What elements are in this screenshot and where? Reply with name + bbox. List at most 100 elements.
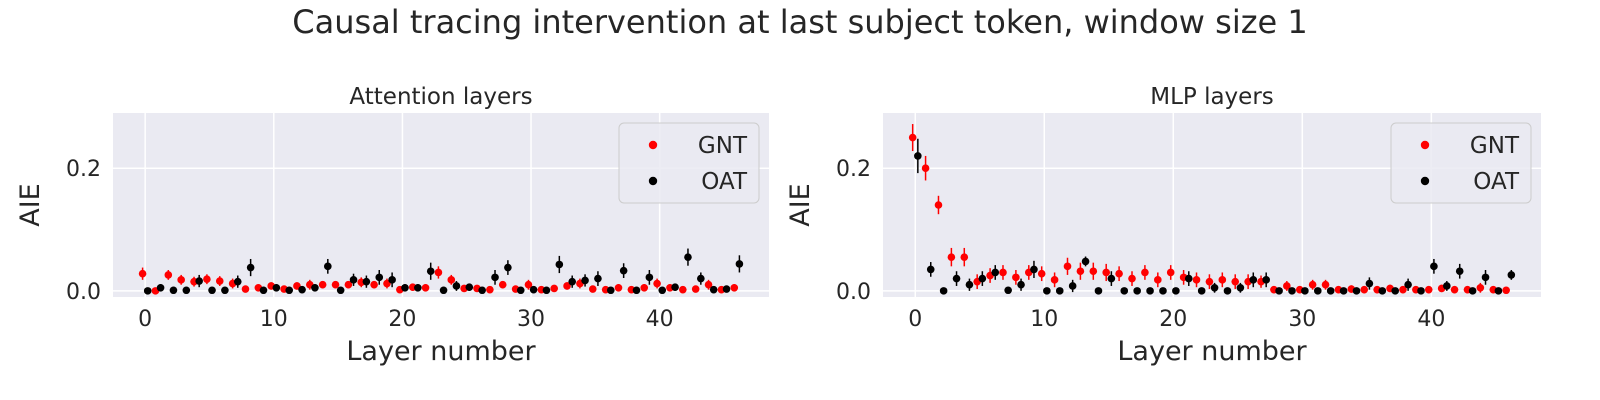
data-point <box>991 268 1000 277</box>
x-axis-label: Layer number <box>346 336 536 367</box>
data-point <box>1339 287 1348 295</box>
data-point <box>143 287 152 295</box>
data-point <box>1166 268 1175 277</box>
data-point <box>241 285 250 293</box>
x-tick-label: 0 <box>138 307 152 332</box>
data-point <box>208 286 216 295</box>
x-tick-label: 20 <box>388 307 416 332</box>
data-point <box>1249 276 1258 284</box>
data-point <box>169 286 178 295</box>
data-point <box>529 285 538 294</box>
legend: GNT OAT <box>1390 122 1532 204</box>
data-point <box>1154 276 1162 284</box>
data-point <box>1205 277 1214 286</box>
data-point <box>349 276 358 284</box>
x-tick-label: 40 <box>646 307 674 332</box>
data-point <box>1094 287 1103 295</box>
data-point <box>486 285 494 294</box>
data-point <box>1210 284 1219 292</box>
data-point <box>568 277 576 286</box>
data-point <box>684 253 692 261</box>
data-point <box>709 285 718 294</box>
data-point <box>704 280 713 289</box>
legend-marker-oat <box>648 176 658 186</box>
data-point <box>555 260 564 269</box>
data-point <box>1043 287 1051 295</box>
data-point <box>563 282 571 290</box>
data-point <box>375 273 384 282</box>
data-point <box>999 268 1007 277</box>
data-point <box>1192 276 1201 284</box>
data-point <box>246 263 255 272</box>
data-point <box>426 267 435 276</box>
data-point <box>1313 287 1322 295</box>
data-point <box>1030 265 1038 274</box>
data-point <box>542 286 551 295</box>
data-point <box>195 277 203 285</box>
data-point <box>1443 282 1451 290</box>
data-point <box>691 285 700 293</box>
data-point <box>671 283 679 291</box>
y-tick-label: 0.2 <box>66 157 101 182</box>
data-point <box>1326 287 1335 295</box>
data-point <box>1283 282 1291 290</box>
data-point <box>177 276 185 284</box>
data-point <box>1120 287 1129 295</box>
data-point <box>960 253 969 261</box>
data-point <box>344 280 353 289</box>
data-point <box>1494 287 1503 295</box>
x-axis-label: Layer number <box>1117 336 1307 367</box>
data-point <box>1055 287 1064 295</box>
y-tick-label: 0.0 <box>836 280 871 305</box>
legend-label-gnt: GNT <box>1470 133 1520 159</box>
data-point <box>1455 267 1464 276</box>
data-point <box>1450 285 1459 294</box>
y-axis-label: AIE <box>15 183 46 227</box>
data-point <box>1115 269 1123 278</box>
data-point <box>1507 271 1516 279</box>
data-point <box>401 284 409 292</box>
data-point <box>203 275 211 284</box>
series-gnt <box>908 124 1510 295</box>
data-point <box>619 266 628 275</box>
data-point <box>1360 285 1369 294</box>
data-point <box>1017 280 1025 289</box>
data-point <box>645 273 654 282</box>
series-oat <box>143 248 744 295</box>
data-point <box>926 265 935 274</box>
data-point <box>1159 287 1167 295</box>
x-tick-label: 10 <box>1030 307 1058 332</box>
data-point <box>439 286 448 295</box>
data-point <box>1378 287 1387 295</box>
data-point <box>215 277 224 285</box>
data-point <box>1107 274 1116 283</box>
legend-marker-gnt <box>1420 140 1430 150</box>
data-point <box>1089 267 1098 276</box>
x-tick-label: 20 <box>1159 307 1187 332</box>
data-point <box>1128 274 1136 283</box>
data-point <box>658 286 667 295</box>
data-point <box>1275 287 1283 295</box>
panel-attention-layers: 0 10 20 30 40 0.0 0.2 Attention layers Layer num… <box>15 84 769 367</box>
data-point <box>272 284 281 292</box>
legend-label-oat: OAT <box>701 169 748 195</box>
data-point <box>1502 286 1510 295</box>
data-point <box>1172 287 1180 295</box>
data-point <box>1184 274 1193 283</box>
data-point <box>588 285 597 293</box>
data-point <box>1050 276 1059 284</box>
data-point <box>233 277 242 286</box>
data-point <box>491 273 499 282</box>
data-point <box>934 201 943 209</box>
data-point <box>965 280 974 289</box>
data-point <box>1076 267 1085 276</box>
data-point <box>1481 273 1490 282</box>
figure-title: Causal tracing intervention at last subj… <box>292 3 1307 41</box>
data-point <box>465 283 474 291</box>
x-tick-label: 10 <box>260 307 288 332</box>
data-point <box>730 284 739 292</box>
data-point <box>978 274 987 283</box>
data-point <box>1236 284 1245 292</box>
data-point <box>550 284 558 293</box>
